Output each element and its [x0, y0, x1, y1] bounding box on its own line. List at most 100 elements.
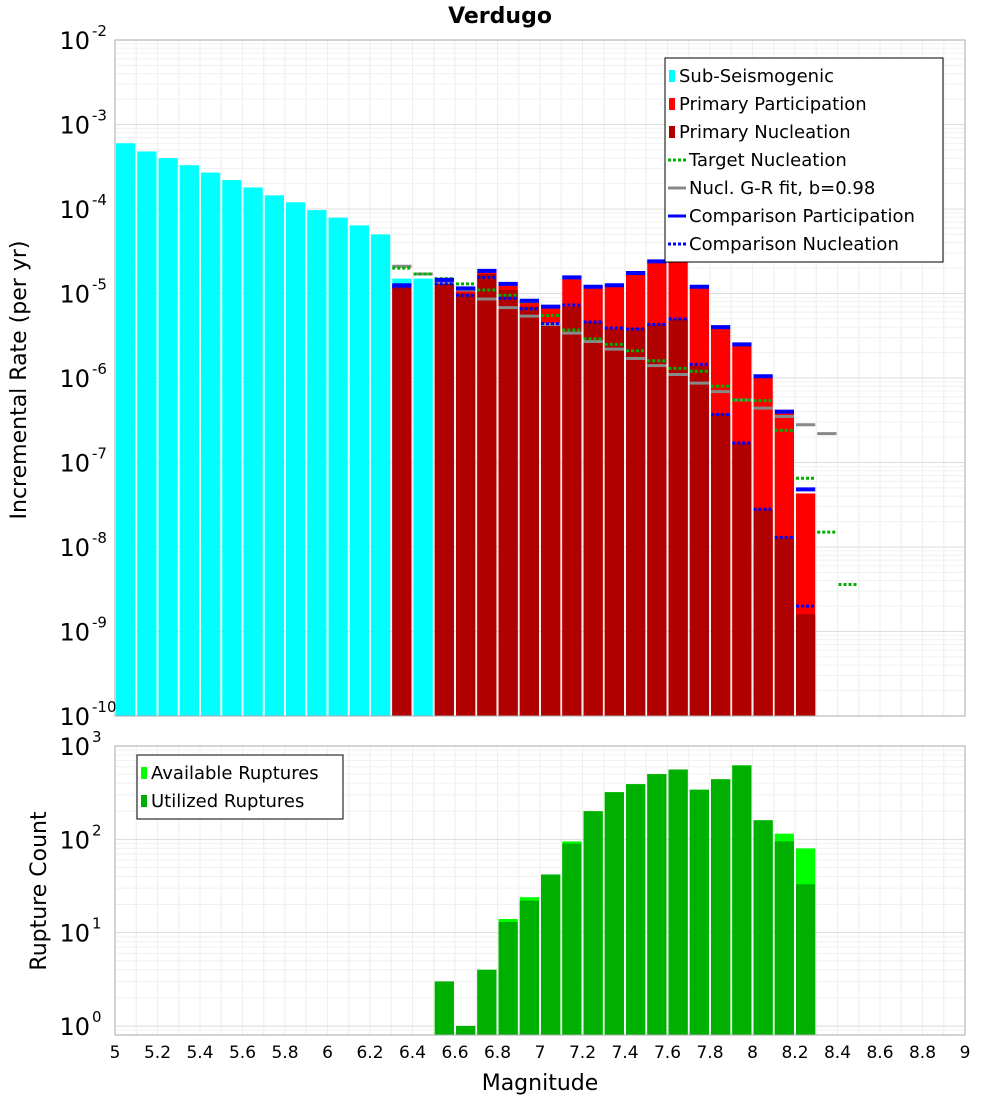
- legend-label: Primary Nucleation: [679, 122, 851, 143]
- x-tick-label: 6.4: [399, 1043, 426, 1063]
- y-tick-exponent: -3: [92, 107, 107, 125]
- sub-seismogenic-bar: [243, 187, 263, 717]
- utilized-ruptures-bar: [711, 779, 731, 1035]
- utilized-ruptures-bar: [668, 769, 688, 1035]
- legend-label: Primary Participation: [679, 94, 867, 115]
- x-tick-label: 8.8: [909, 1043, 936, 1063]
- x-tick-label: 9: [960, 1043, 971, 1063]
- legend-swatch: [669, 98, 675, 110]
- utilized-ruptures-bar: [732, 765, 752, 1035]
- primary-nucleation-bar: [519, 306, 539, 716]
- primary-nucleation-bar: [774, 537, 794, 716]
- utilized-ruptures-bar: [753, 820, 773, 1035]
- sub-seismogenic-bar: [116, 143, 136, 716]
- x-ticks: 5 5.2 5.4 5.6 5.8 6 6.2 6.4 6.6 6.8 7 7.2 7.4 7.6 7.8 8…: [110, 1043, 971, 1063]
- sub-seismogenic-bar: [264, 195, 284, 717]
- legend-box: [136, 754, 344, 820]
- legend-swatch: [669, 70, 675, 82]
- utilized-ruptures-bar: [456, 1025, 476, 1035]
- legend-swatch: [141, 767, 147, 779]
- sub-seismogenic-bar: [371, 234, 391, 717]
- chart-title: Verdugo: [448, 4, 552, 29]
- utilized-ruptures-bar: [477, 969, 497, 1035]
- utilized-ruptures-bar: [519, 900, 539, 1035]
- x-tick-label: 5.6: [229, 1043, 256, 1063]
- legend-label: Comparison Participation: [689, 206, 915, 227]
- primary-nucleation-bar: [562, 306, 582, 716]
- x-tick-label: 8: [747, 1043, 758, 1063]
- legend-label: Available Ruptures: [151, 763, 319, 784]
- legend-label: Comparison Nucleation: [689, 234, 899, 255]
- y-tick-label: 10: [59, 703, 90, 731]
- primary-nucleation-bar: [456, 293, 476, 716]
- primary-nucleation-bar: [498, 290, 518, 716]
- y-tick-label: 10: [59, 920, 90, 948]
- primary-nucleation-bar: [434, 283, 454, 716]
- legend-swatch: [669, 126, 675, 138]
- top-plot-frame: [114, 39, 966, 717]
- top-plot-bars: [116, 143, 816, 717]
- y-tick-label: 10: [59, 365, 90, 393]
- y-tick-label: 10: [59, 450, 90, 478]
- y-tick-label: 10: [59, 1013, 90, 1041]
- y-tick-label: 10: [59, 27, 90, 55]
- utilized-ruptures-bar: [434, 981, 454, 1035]
- sub-seismogenic-bar: [137, 151, 157, 716]
- y-tick-label: 10: [59, 733, 90, 761]
- primary-nucleation-bar: [668, 318, 688, 716]
- top-plot-lines: [392, 249, 858, 608]
- primary-nucleation-bar: [477, 274, 497, 716]
- utilized-ruptures-bar: [604, 792, 624, 1035]
- utilized-ruptures-bar: [541, 874, 561, 1035]
- sub-seismogenic-bar: [179, 165, 199, 717]
- y-tick-exponent: -4: [92, 191, 107, 209]
- x-tick-label: 5.2: [144, 1043, 171, 1063]
- x-tick-label: 5.4: [186, 1043, 213, 1063]
- utilized-ruptures-bar: [583, 811, 603, 1035]
- x-tick-label: 8.4: [824, 1043, 851, 1063]
- x-tick-label: 7.6: [654, 1043, 681, 1063]
- primary-nucleation-bar: [626, 328, 646, 716]
- primary-nucleation-bar: [796, 614, 816, 716]
- x-axis-label: Magnitude: [482, 1071, 599, 1096]
- y-tick-exponent: -10: [92, 698, 117, 716]
- sub-seismogenic-bar: [349, 225, 369, 716]
- x-tick-label: 8.2: [781, 1043, 808, 1063]
- top-y-axis-label: Incremental Rate (per yr): [7, 241, 32, 520]
- y-tick-exponent: 1: [92, 915, 102, 933]
- legend-swatch: [141, 795, 147, 807]
- utilized-ruptures-bar: [774, 841, 794, 1035]
- primary-nucleation-bar: [711, 413, 731, 716]
- x-tick-label: 7.4: [611, 1043, 638, 1063]
- y-tick-exponent: -9: [92, 614, 107, 632]
- sub-seismogenic-bar: [413, 278, 433, 716]
- y-tick-label: 10: [59, 619, 90, 647]
- bottom-y-axis-label: Rupture Count: [27, 811, 52, 971]
- sub-seismogenic-bar: [201, 172, 221, 717]
- legend-label: Nucl. G-R fit, b=0.98: [689, 178, 875, 199]
- utilized-ruptures-bar: [498, 922, 518, 1035]
- top-legend: Sub-Seismogenic Primary Participation Prim…: [664, 57, 944, 263]
- bottom-legend: Available Ruptures Utilized Ruptures: [136, 754, 344, 820]
- x-tick-label: 7.8: [696, 1043, 723, 1063]
- sub-seismogenic-bar: [307, 210, 327, 716]
- y-tick-exponent: 2: [92, 821, 102, 839]
- x-tick-label: 6.2: [356, 1043, 383, 1063]
- sub-seismogenic-bar: [286, 202, 306, 716]
- x-tick-label: 5: [110, 1043, 121, 1063]
- y-tick-exponent: -7: [92, 445, 107, 463]
- y-tick-label: 10: [59, 196, 90, 224]
- sub-seismogenic-bar: [222, 180, 242, 716]
- y-tick-exponent: -6: [92, 360, 107, 378]
- y-tick-exponent: -8: [92, 529, 107, 547]
- primary-nucleation-bar: [604, 329, 624, 716]
- sub-seismogenic-bar: [158, 158, 178, 717]
- primary-nucleation-bar: [689, 365, 709, 716]
- x-tick-label: 7: [535, 1043, 546, 1063]
- y-tick-exponent: -5: [92, 276, 107, 294]
- legend-label: Sub-Seismogenic: [679, 66, 834, 87]
- x-tick-label: 8.6: [866, 1043, 893, 1063]
